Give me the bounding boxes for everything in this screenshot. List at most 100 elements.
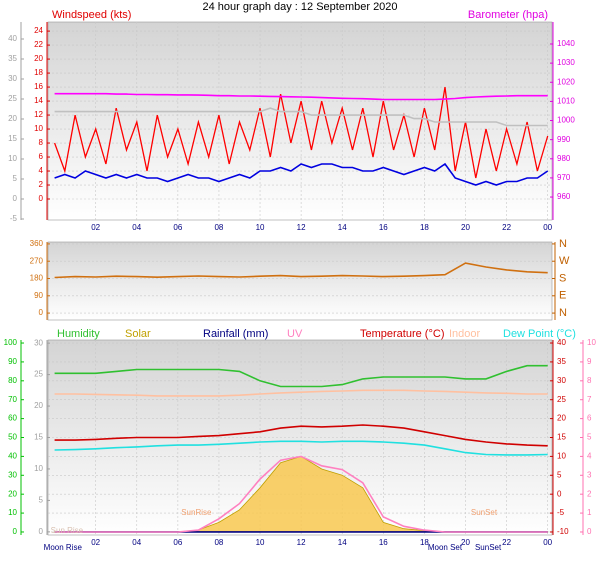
- y-tick-label: 20: [34, 54, 43, 63]
- y-tick-label: 10: [34, 124, 43, 133]
- x-tick-label: 14: [338, 538, 347, 547]
- x-tick-label: 20: [461, 538, 470, 547]
- x-tick-label: 02: [91, 223, 100, 232]
- y-tick-label: 0: [13, 194, 18, 203]
- y-tick-label: 1000: [557, 116, 575, 125]
- line: [54, 455, 548, 533]
- x-tick-label: 10: [256, 538, 265, 547]
- y-tick-label: 30: [557, 376, 566, 385]
- y-tick-label: 40: [8, 452, 17, 461]
- x-tick-label: 04: [132, 223, 141, 232]
- y-tick-label: -10: [557, 527, 569, 536]
- y-tick-label: 35: [557, 357, 566, 366]
- legend-label: Rainfall (mm): [203, 328, 268, 340]
- line: [54, 162, 549, 186]
- y-tick-label: 90: [8, 357, 17, 366]
- x-tick-label: 20: [461, 223, 470, 232]
- x-tick-label: 12: [297, 538, 306, 547]
- legend-label: Dew Point (°C): [503, 328, 576, 340]
- y-tick-label: N: [559, 307, 567, 319]
- y-tick-label: 10: [587, 338, 596, 347]
- event-label: Moon Set: [428, 543, 463, 552]
- line: [54, 92, 548, 101]
- y-tick-label: 0: [13, 527, 18, 536]
- legend-label: Solar: [125, 328, 151, 340]
- x-tick-label: 18: [420, 538, 429, 547]
- y2-axis-label: Barometer (hpa): [468, 9, 548, 21]
- x-tick-label: 16: [379, 223, 388, 232]
- x-tick-label: 06: [173, 538, 182, 547]
- y-tick-label: 10: [8, 508, 17, 517]
- y-tick-label: 20: [8, 489, 17, 498]
- x-tick-label: 08: [214, 223, 223, 232]
- y-tick-label: 5: [39, 496, 44, 505]
- x-tick-label: 22: [502, 538, 511, 547]
- y-tick-label: 3: [587, 470, 592, 479]
- y-tick-label: 40: [557, 338, 566, 347]
- plot-area: [47, 241, 553, 321]
- plot-area: [47, 21, 553, 221]
- y-tick-label: -5: [557, 508, 565, 517]
- y-tick-label: 15: [8, 134, 17, 143]
- line: [54, 107, 548, 127]
- x-tick-label: 02: [91, 538, 100, 547]
- line: [54, 440, 548, 456]
- y-tick-label: 20: [34, 401, 43, 410]
- y-tick-label: 2: [39, 180, 44, 189]
- x-tick-label: 04: [132, 538, 141, 547]
- x-tick-label: 12: [297, 223, 306, 232]
- y-tick-label: 4: [587, 452, 592, 461]
- y-tick-label: 24: [34, 26, 43, 35]
- y-tick-label: 980: [557, 154, 571, 163]
- y-tick-label: 6: [39, 152, 44, 161]
- y-tick-label: 30: [8, 74, 17, 83]
- y-tick-label: 5: [557, 470, 562, 479]
- y-tick-label: 10: [34, 464, 43, 473]
- event-label: Moon Rise: [44, 543, 83, 552]
- y-tick-label: 25: [557, 395, 566, 404]
- event-label: SunSet: [471, 508, 498, 517]
- event-label: SunSet: [475, 543, 502, 552]
- x-tick-label: 10: [256, 223, 265, 232]
- y-tick-label: 180: [30, 274, 44, 283]
- y-tick-label: 90: [34, 291, 43, 300]
- x-tick-label: 08: [214, 538, 223, 547]
- y-tick-label: 50: [8, 433, 17, 442]
- y-tick-label: 20: [8, 114, 17, 123]
- line: [54, 262, 548, 279]
- event-label: Sun Rise: [51, 526, 84, 535]
- y-tick-label: 6: [587, 414, 592, 423]
- y-tick-label: 360: [30, 239, 44, 248]
- y-tick-label: 10: [8, 154, 17, 163]
- y-tick-label: 1010: [557, 97, 575, 106]
- y-tick-label: 70: [8, 395, 17, 404]
- y-tick-label: 960: [557, 192, 571, 201]
- y-tick-label: 5: [13, 174, 18, 183]
- y-tick-label: 25: [8, 94, 17, 103]
- y-tick-label: 18: [34, 68, 43, 77]
- y-tick-label: 14: [34, 96, 43, 105]
- legend-label: Temperature (°C): [360, 328, 444, 340]
- y-tick-label: 15: [34, 433, 43, 442]
- y-tick-label: 60: [8, 414, 17, 423]
- y-tick-label: S: [559, 272, 566, 284]
- y-tick-label: 20: [557, 414, 566, 423]
- line: [54, 424, 548, 447]
- y-tick-label: 1030: [557, 58, 575, 67]
- y-tick-label: 30: [34, 338, 43, 347]
- x-tick-label: 00: [543, 538, 552, 547]
- y-tick-label: 8: [39, 138, 44, 147]
- y-tick-label: 10: [557, 452, 566, 461]
- y-tick-label: N: [559, 238, 567, 250]
- x-tick-label: 18: [420, 223, 429, 232]
- legend-label: Humidity: [57, 328, 100, 340]
- y-tick-label: 1040: [557, 39, 575, 48]
- y-tick-label: 990: [557, 135, 571, 144]
- y-tick-label: 0: [39, 308, 44, 317]
- y-tick-label: 100: [4, 338, 18, 347]
- line: [54, 389, 548, 397]
- y-tick-label: 7: [587, 395, 592, 404]
- y-tick-label: 0: [39, 527, 44, 536]
- y-tick-label: 0: [557, 489, 562, 498]
